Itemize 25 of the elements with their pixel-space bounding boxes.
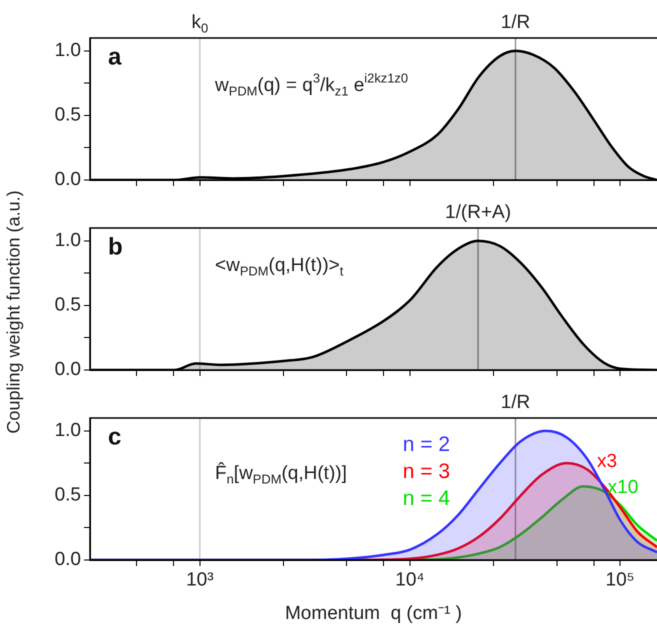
y-tick-label: 0.5 xyxy=(54,484,81,506)
x-tick-label: 10⁵ xyxy=(606,570,635,591)
x-tick-label: 10⁴ xyxy=(395,570,425,591)
y-tick-label: 0.5 xyxy=(54,294,81,316)
ref-line-label: 1/R xyxy=(500,12,530,34)
annotation: a xyxy=(108,44,122,71)
y-tick-label: 0.0 xyxy=(54,359,81,380)
y-tick-label: 1.0 xyxy=(54,230,81,252)
y-tick-label: 0.5 xyxy=(54,104,81,126)
annotation: x3 xyxy=(596,451,618,472)
y-tick-label: 1.0 xyxy=(54,40,81,62)
ref-line-label: 1/(R+A) xyxy=(445,202,512,224)
text: n = 2 xyxy=(402,432,450,456)
x-axis-title: Momentum q (cm⁻¹ ) xyxy=(284,602,462,624)
annotation: c xyxy=(108,424,122,451)
y-tick-label: 0.0 xyxy=(54,549,81,570)
annotation: x10 xyxy=(608,477,638,498)
y-tick-label: 1.0 xyxy=(54,420,81,442)
x-tick-label: 10³ xyxy=(186,570,214,591)
y-axis-title: Coupling weight function (a.u.) xyxy=(4,190,24,434)
annotation: b xyxy=(108,234,123,261)
text: n = 4 xyxy=(402,486,450,510)
ref-line-label: 1/R xyxy=(500,392,530,414)
text: n = 3 xyxy=(402,460,450,483)
y-tick-label: 0.0 xyxy=(54,169,81,190)
